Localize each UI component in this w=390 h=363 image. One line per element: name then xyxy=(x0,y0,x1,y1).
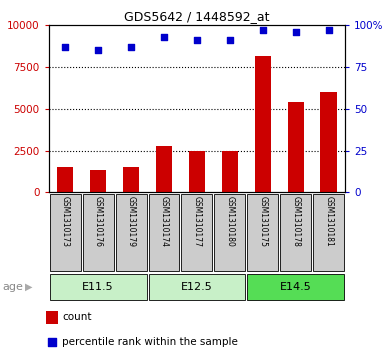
Point xyxy=(227,37,233,43)
Bar xyxy=(156,147,172,192)
Text: GSM1310179: GSM1310179 xyxy=(127,196,136,247)
Text: GSM1310180: GSM1310180 xyxy=(225,196,234,247)
Bar xyxy=(287,102,304,192)
Bar xyxy=(215,194,245,271)
Bar xyxy=(83,194,113,271)
Point xyxy=(128,44,134,50)
Bar xyxy=(313,194,344,271)
Point xyxy=(326,28,332,33)
Bar xyxy=(321,92,337,192)
Text: GSM1310181: GSM1310181 xyxy=(324,196,333,247)
Bar xyxy=(57,167,73,192)
Text: GSM1310175: GSM1310175 xyxy=(258,196,267,247)
Text: age: age xyxy=(2,282,23,292)
Bar xyxy=(181,194,213,271)
Point xyxy=(62,44,68,50)
Bar xyxy=(255,56,271,192)
Bar xyxy=(280,194,311,271)
Text: E12.5: E12.5 xyxy=(181,282,213,292)
Bar xyxy=(46,311,58,324)
Bar xyxy=(115,194,147,271)
Bar xyxy=(50,194,81,271)
Text: GSM1310176: GSM1310176 xyxy=(94,196,103,247)
Text: E11.5: E11.5 xyxy=(82,282,114,292)
Bar xyxy=(247,274,344,300)
Bar xyxy=(90,170,106,192)
Text: GSM1310174: GSM1310174 xyxy=(160,196,168,247)
Bar xyxy=(189,151,205,192)
Point xyxy=(161,34,167,40)
Text: GSM1310178: GSM1310178 xyxy=(291,196,300,247)
Text: E14.5: E14.5 xyxy=(280,282,312,292)
Point xyxy=(95,48,101,53)
Text: GSM1310173: GSM1310173 xyxy=(61,196,70,247)
Bar xyxy=(222,151,238,192)
Bar xyxy=(247,194,278,271)
Title: GDS5642 / 1448592_at: GDS5642 / 1448592_at xyxy=(124,10,270,23)
Text: ▶: ▶ xyxy=(25,282,33,292)
Text: percentile rank within the sample: percentile rank within the sample xyxy=(62,337,238,347)
Text: count: count xyxy=(62,312,92,322)
Point xyxy=(48,339,55,344)
Bar xyxy=(149,194,179,271)
Text: GSM1310177: GSM1310177 xyxy=(192,196,202,247)
Bar xyxy=(50,274,147,300)
Point xyxy=(260,28,266,33)
Point xyxy=(292,29,299,35)
Point xyxy=(194,37,200,43)
Bar xyxy=(149,274,245,300)
Bar xyxy=(123,167,139,192)
